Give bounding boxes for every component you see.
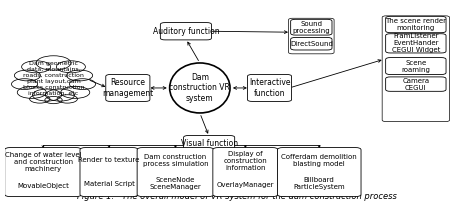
Circle shape bbox=[61, 86, 90, 98]
FancyBboxPatch shape bbox=[137, 148, 214, 197]
FancyBboxPatch shape bbox=[5, 148, 82, 197]
FancyBboxPatch shape bbox=[291, 38, 332, 50]
Circle shape bbox=[66, 70, 92, 81]
FancyBboxPatch shape bbox=[247, 74, 292, 101]
Circle shape bbox=[14, 70, 40, 81]
Circle shape bbox=[36, 56, 71, 70]
Text: Display of
construction
information: Display of construction information bbox=[223, 151, 267, 171]
FancyBboxPatch shape bbox=[213, 148, 278, 197]
Circle shape bbox=[17, 86, 46, 98]
FancyBboxPatch shape bbox=[183, 135, 235, 152]
Circle shape bbox=[45, 97, 62, 104]
FancyBboxPatch shape bbox=[106, 74, 150, 101]
Text: Change of water level
and construction
machinery: Change of water level and construction m… bbox=[5, 152, 82, 172]
Text: FramListener
EventHander
CEGUI Widget: FramListener EventHander CEGUI Widget bbox=[392, 33, 440, 53]
Text: Resource
management: Resource management bbox=[102, 78, 154, 98]
FancyBboxPatch shape bbox=[160, 23, 211, 40]
Text: Cofferdam demolition
blasting model: Cofferdam demolition blasting model bbox=[282, 154, 357, 167]
Circle shape bbox=[11, 79, 37, 90]
Text: OverlayManager: OverlayManager bbox=[217, 182, 274, 188]
Ellipse shape bbox=[170, 63, 230, 113]
Text: Scene
roaming: Scene roaming bbox=[401, 59, 430, 72]
Circle shape bbox=[46, 89, 74, 101]
Text: Sound
processing: Sound processing bbox=[292, 21, 330, 34]
FancyBboxPatch shape bbox=[277, 148, 361, 197]
Text: Figure 1.   The overall model of VR system for the dam construction process: Figure 1. The overall model of VR system… bbox=[77, 192, 397, 201]
Circle shape bbox=[29, 95, 50, 103]
Circle shape bbox=[56, 61, 85, 73]
Text: DirectSound: DirectSound bbox=[290, 41, 333, 47]
Text: Dam construction
process simulation: Dam construction process simulation bbox=[143, 154, 208, 167]
FancyBboxPatch shape bbox=[382, 16, 449, 122]
Circle shape bbox=[22, 61, 51, 73]
Circle shape bbox=[57, 95, 77, 103]
FancyBboxPatch shape bbox=[289, 18, 334, 54]
FancyBboxPatch shape bbox=[386, 58, 446, 74]
Text: SceneNode
SceneManager: SceneNode SceneManager bbox=[150, 177, 201, 190]
Text: Billboard
ParticleSystem: Billboard ParticleSystem bbox=[293, 177, 345, 190]
Text: Dam geometric
data, mountains,
roads, construction
plant layout,dam
blocks const: Dam geometric data, mountains, roads, co… bbox=[23, 61, 84, 96]
Text: Interactive
function: Interactive function bbox=[249, 78, 290, 98]
Text: MovableObject: MovableObject bbox=[17, 183, 69, 189]
Circle shape bbox=[70, 79, 96, 90]
Text: Material Script: Material Script bbox=[83, 181, 135, 187]
FancyBboxPatch shape bbox=[80, 148, 138, 197]
FancyBboxPatch shape bbox=[386, 16, 446, 33]
Text: Visual function: Visual function bbox=[181, 139, 237, 148]
Text: Dam
construction VR
system: Dam construction VR system bbox=[169, 73, 230, 103]
Text: The scene render
monitoring: The scene render monitoring bbox=[385, 18, 447, 31]
Text: Auditory function: Auditory function bbox=[153, 27, 219, 36]
Text: Render to texture: Render to texture bbox=[78, 157, 140, 163]
FancyBboxPatch shape bbox=[386, 34, 446, 53]
Circle shape bbox=[33, 89, 62, 101]
FancyBboxPatch shape bbox=[291, 19, 332, 35]
Text: Camera
CEGUI: Camera CEGUI bbox=[402, 78, 429, 91]
FancyBboxPatch shape bbox=[386, 77, 446, 91]
